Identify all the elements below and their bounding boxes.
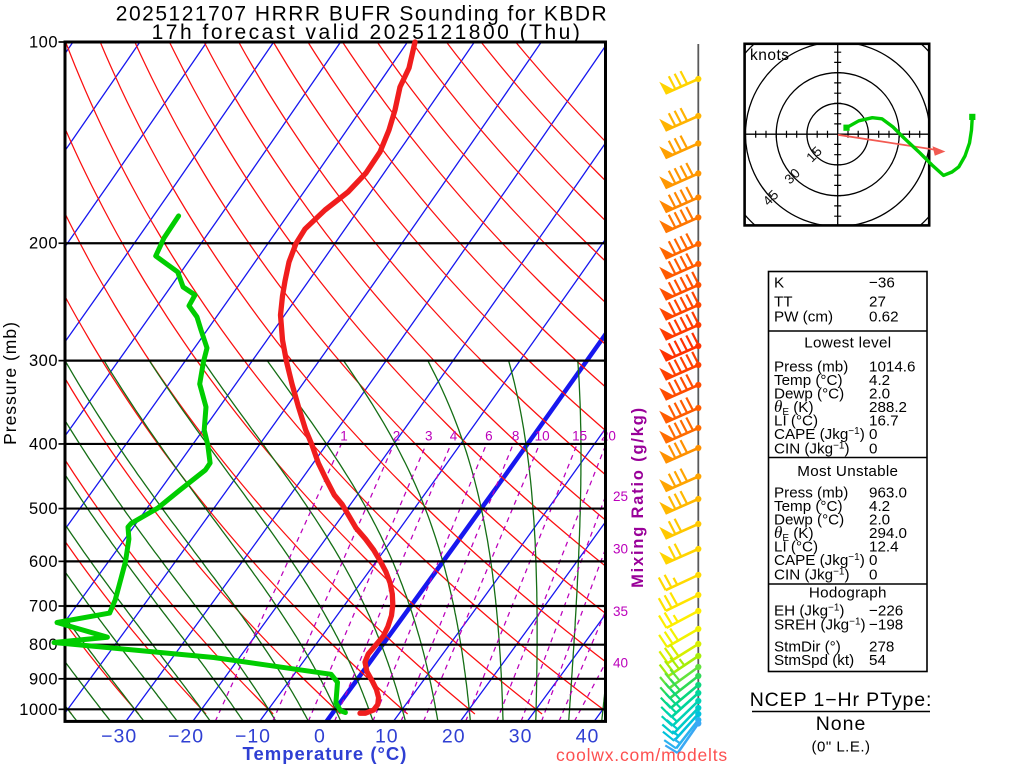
svg-text:30: 30 xyxy=(509,726,533,748)
svg-text:−226: −226 xyxy=(869,603,903,620)
svg-text:900: 900 xyxy=(29,670,58,688)
svg-text:Pressure (mb): Pressure (mb) xyxy=(0,321,20,445)
svg-text:TT: TT xyxy=(774,294,793,311)
svg-text:27: 27 xyxy=(869,294,886,311)
svg-text:1: 1 xyxy=(340,428,348,443)
svg-text:−36: −36 xyxy=(869,275,895,292)
svg-text:100: 100 xyxy=(29,34,58,52)
svg-text:Press (mb): Press (mb) xyxy=(774,485,848,502)
svg-text:54: 54 xyxy=(869,652,886,669)
svg-text:400: 400 xyxy=(29,436,58,454)
svg-text:Temp (°C): Temp (°C) xyxy=(774,498,843,515)
svg-text:0: 0 xyxy=(314,726,326,748)
svg-text:Temperature (°C): Temperature (°C) xyxy=(243,743,408,764)
svg-text:10: 10 xyxy=(375,726,399,748)
svg-text:CAPE (Jkg−1): CAPE (Jkg−1) xyxy=(774,552,865,569)
svg-text:−10: −10 xyxy=(235,726,271,748)
svg-text:10: 10 xyxy=(535,428,550,443)
svg-text:None: None xyxy=(816,713,867,735)
svg-text:1000: 1000 xyxy=(19,701,58,719)
svg-text:12.4: 12.4 xyxy=(869,539,899,556)
svg-text:θE (K): θE (K) xyxy=(774,523,814,544)
svg-text:StmSpd (kt): StmSpd (kt) xyxy=(774,652,854,669)
svg-text:0.62: 0.62 xyxy=(869,309,899,326)
svg-text:LI (°C): LI (°C) xyxy=(774,539,818,556)
svg-text:StmDir (°): StmDir (°) xyxy=(774,639,841,656)
svg-text:6: 6 xyxy=(485,428,493,443)
svg-text:−20: −20 xyxy=(168,726,204,748)
svg-text:17h forecast valid 2025121800: 17h forecast valid 2025121800 (Thu) xyxy=(152,21,583,44)
svg-text:EH (Jkg−1): EH (Jkg−1) xyxy=(774,603,844,620)
svg-text:288.2: 288.2 xyxy=(869,399,907,416)
svg-text:K: K xyxy=(774,275,784,292)
svg-text:500: 500 xyxy=(29,500,58,518)
svg-text:Hodograph: Hodograph xyxy=(809,585,887,602)
svg-text:−198: −198 xyxy=(869,617,903,634)
svg-text:8: 8 xyxy=(512,428,520,443)
svg-text:16.7: 16.7 xyxy=(869,413,899,430)
svg-text:200: 200 xyxy=(29,235,58,253)
svg-text:4: 4 xyxy=(450,428,458,443)
svg-text:15: 15 xyxy=(572,428,587,443)
svg-text:278: 278 xyxy=(869,639,894,656)
svg-text:0: 0 xyxy=(869,552,877,569)
svg-text:Temp (°C): Temp (°C) xyxy=(774,372,843,389)
svg-text:4.2: 4.2 xyxy=(869,498,890,515)
svg-text:PW (cm): PW (cm) xyxy=(774,309,833,326)
svg-text:3: 3 xyxy=(425,428,433,443)
svg-text:40: 40 xyxy=(613,656,628,671)
svg-text:SREH (Jkg−1): SREH (Jkg−1) xyxy=(774,617,866,634)
svg-text:294.0: 294.0 xyxy=(869,525,907,542)
svg-text:CAPE (Jkg−1): CAPE (Jkg−1) xyxy=(774,426,865,443)
svg-text:LI (°C): LI (°C) xyxy=(774,413,818,430)
svg-text:25: 25 xyxy=(613,489,628,504)
svg-text:20: 20 xyxy=(601,428,616,443)
svg-text:30: 30 xyxy=(613,542,628,557)
svg-text:800: 800 xyxy=(29,636,58,654)
svg-text:0: 0 xyxy=(869,426,877,443)
svg-text:NCEP 1−Hr PType:: NCEP 1−Hr PType: xyxy=(750,689,933,711)
svg-text:2.0: 2.0 xyxy=(869,512,890,529)
svg-text:knots: knots xyxy=(750,47,790,64)
svg-text:Mixing Ratio (g/kg): Mixing Ratio (g/kg) xyxy=(629,406,647,588)
svg-text:CIN (Jkg−1): CIN (Jkg−1) xyxy=(774,441,850,458)
svg-text:1014.6: 1014.6 xyxy=(869,359,915,376)
svg-text:Dewp (°C): Dewp (°C) xyxy=(774,512,844,529)
svg-text:Dewp (°C): Dewp (°C) xyxy=(774,386,844,403)
svg-text:20: 20 xyxy=(442,726,466,748)
svg-text:4.2: 4.2 xyxy=(869,372,890,389)
svg-text:Press (mb): Press (mb) xyxy=(774,359,848,376)
svg-text:600: 600 xyxy=(29,553,58,571)
svg-text:CIN (Jkg−1): CIN (Jkg−1) xyxy=(774,567,850,584)
svg-text:0: 0 xyxy=(869,567,877,584)
svg-text:2.0: 2.0 xyxy=(869,386,890,403)
svg-text:(0" L.E.): (0" L.E.) xyxy=(811,739,870,756)
svg-text:coolwx.com/modelts: coolwx.com/modelts xyxy=(556,745,728,765)
svg-text:700: 700 xyxy=(29,598,58,616)
svg-text:Most Unstable: Most Unstable xyxy=(797,463,898,480)
svg-text:−30: −30 xyxy=(101,726,137,748)
svg-text:40: 40 xyxy=(576,726,600,748)
svg-text:963.0: 963.0 xyxy=(869,485,907,502)
svg-text:0: 0 xyxy=(869,441,877,458)
svg-text:2025121707 HRRR BUFR Sounding: 2025121707 HRRR BUFR Sounding for KBDR xyxy=(116,3,608,26)
svg-text:2: 2 xyxy=(393,428,401,443)
svg-text:θE (K): θE (K) xyxy=(774,397,814,418)
svg-text:35: 35 xyxy=(613,604,628,619)
svg-text:300: 300 xyxy=(29,352,58,370)
svg-text:Lowest level: Lowest level xyxy=(804,335,891,352)
